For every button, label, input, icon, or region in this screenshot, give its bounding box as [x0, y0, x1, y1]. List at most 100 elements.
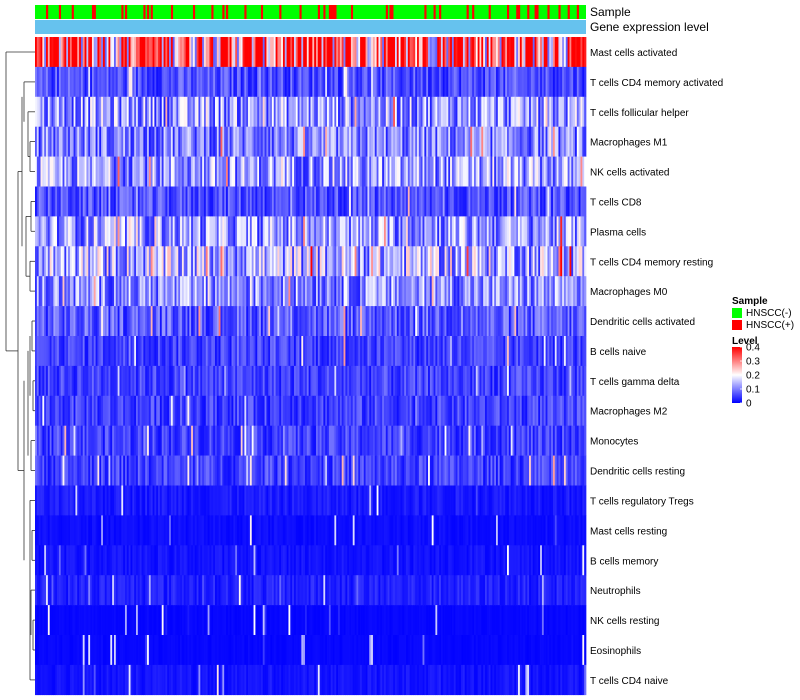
- heatmap-cell: [187, 515, 190, 546]
- heatmap-cell: [440, 306, 444, 337]
- heatmap-cell: [314, 156, 317, 187]
- heatmap-cell: [271, 216, 275, 247]
- heatmap-cell: [534, 126, 537, 157]
- heatmap-cell: [121, 336, 124, 367]
- heatmap-cell: [317, 336, 321, 367]
- heatmap-cell: [532, 156, 535, 187]
- heatmap-cell: [227, 455, 231, 486]
- heatmap-cell: [185, 455, 188, 486]
- heatmap-cell: [459, 216, 462, 247]
- heatmap-cell: [472, 425, 475, 456]
- heatmap-cell: [187, 156, 190, 187]
- heatmap-cell: [510, 336, 513, 367]
- heatmap-cell: [459, 455, 462, 486]
- heatmap-cell: [455, 336, 458, 367]
- heatmap-cell: [198, 126, 201, 157]
- heatmap-cell: [486, 96, 490, 127]
- heatmap-cell: [343, 96, 346, 127]
- heatmap-cell: [519, 306, 523, 337]
- heatmap-cell: [53, 186, 56, 217]
- heatmap-cell: [82, 66, 85, 98]
- heatmap-cell: [185, 216, 188, 247]
- heatmap-cell: [191, 425, 194, 456]
- heatmap-cell: [77, 156, 80, 187]
- heatmap-cell: [541, 365, 545, 397]
- heatmap-cell: [286, 455, 289, 486]
- heatmap-cell: [352, 186, 355, 217]
- heatmap-cell: [424, 455, 427, 486]
- heatmap-cell: [185, 156, 188, 187]
- heatmap-cell: [246, 186, 249, 217]
- heatmap-cell: [473, 425, 477, 456]
- heatmap-cell: [99, 395, 102, 426]
- heatmap-cell: [376, 37, 379, 68]
- heatmap-cell: [428, 365, 431, 397]
- heatmap-cell: [325, 485, 328, 516]
- heatmap-cell: [106, 395, 109, 426]
- heatmap-cell: [365, 96, 368, 127]
- heatmap-cell: [220, 96, 223, 127]
- heatmap-cell: [84, 336, 87, 367]
- heatmap-cell: [448, 365, 451, 397]
- heatmap-row: [35, 37, 587, 68]
- heatmap-cell: [532, 395, 535, 426]
- heatmap-cell: [91, 365, 95, 397]
- heatmap-cell: [442, 365, 445, 397]
- heatmap-cell: [558, 126, 561, 157]
- heatmap-cell: [101, 156, 104, 187]
- heatmap-cell: [393, 37, 396, 68]
- heatmap-cell: [101, 336, 104, 367]
- heatmap-cell: [567, 276, 570, 307]
- heatmap-cell: [492, 365, 495, 397]
- heatmap-cell: [431, 96, 434, 127]
- heatmap-cell: [310, 96, 313, 127]
- heatmap-cell: [472, 37, 475, 68]
- heatmap-cell: [356, 365, 359, 397]
- heatmap-cell: [270, 455, 273, 486]
- heatmap-cell: [442, 246, 445, 277]
- heatmap-cell: [336, 336, 339, 367]
- heatmap-cell: [367, 485, 370, 516]
- heatmap-cell: [282, 306, 286, 337]
- heatmap-cell: [304, 485, 308, 516]
- heatmap-cell: [383, 276, 387, 307]
- heatmap-cell: [453, 365, 456, 397]
- heatmap-cell: [383, 186, 387, 217]
- heatmap-cell: [439, 365, 442, 397]
- heatmap-cell: [216, 365, 220, 397]
- heatmap-cell: [343, 485, 346, 516]
- heatmap-cell: [448, 425, 451, 456]
- heatmap-cell: [472, 186, 475, 217]
- heatmap-cell: [259, 216, 262, 247]
- heatmap-cell: [345, 96, 348, 127]
- heatmap-cell: [242, 216, 245, 247]
- heatmap-cell: [470, 306, 473, 337]
- heatmap-cell: [347, 186, 350, 217]
- heatmap-cell: [446, 126, 449, 157]
- heatmap-cell: [169, 455, 172, 486]
- heatmap-cell: [40, 276, 43, 307]
- heatmap-cell: [159, 455, 163, 486]
- heatmap-cell: [53, 336, 56, 367]
- heatmap-cell: [150, 455, 153, 486]
- heatmap-cell: [80, 246, 84, 277]
- heatmap-cell: [211, 96, 214, 127]
- heatmap-cell: [345, 156, 348, 187]
- heatmap-cell: [358, 455, 361, 486]
- heatmap-cell: [167, 37, 170, 68]
- heatmap-cell: [451, 156, 455, 187]
- heatmap-cell: [347, 156, 350, 187]
- heatmap-cell: [148, 336, 152, 367]
- heatmap-cell: [301, 395, 304, 426]
- heatmap-cell: [88, 96, 91, 127]
- heatmap-cell: [347, 395, 350, 426]
- heatmap-cell: [387, 96, 390, 127]
- heatmap-cell: [488, 66, 491, 98]
- heatmap-cell: [484, 336, 488, 367]
- heatmap-cell: [229, 37, 232, 68]
- heatmap-cell: [334, 485, 337, 516]
- heatmap-cell: [560, 126, 563, 157]
- heatmap-cell: [529, 66, 532, 98]
- heatmap-cell: [169, 96, 172, 127]
- heatmap-cell: [304, 425, 308, 456]
